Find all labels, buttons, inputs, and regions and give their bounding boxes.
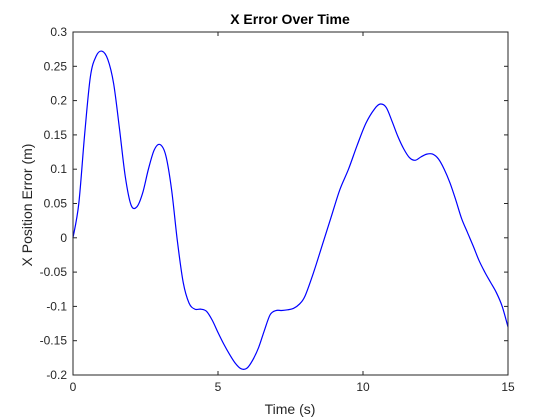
x-tick-label: 5 [215, 380, 222, 394]
plot-area [72, 50, 509, 370]
y-tick-label: -0.15 [40, 334, 68, 348]
x-tick-label: 0 [70, 380, 77, 394]
chart-title: X Error Over Time [230, 11, 350, 27]
y-tick-label: 0.2 [50, 94, 67, 108]
y-tick-label: 0.3 [50, 25, 67, 39]
y-axis-label: X Position Error (m) [19, 144, 35, 267]
y-axis: -0.2 -0.15 -0.1 -0.05 0 0.05 0.1 0.15 0.2 0.25 0.3 [40, 25, 508, 382]
y-tick-label: 0.15 [44, 128, 68, 142]
x-tick-label: 15 [501, 380, 515, 394]
y-tick-label: -0.1 [46, 299, 67, 313]
x-axis-label: Time (s) [265, 401, 316, 417]
y-tick-label: 0 [60, 231, 67, 245]
series-line [72, 50, 509, 370]
y-tick-label: 0.05 [44, 197, 68, 211]
y-tick-label: 0.1 [50, 162, 67, 176]
x-axis: 0 5 10 15 [70, 32, 515, 394]
y-tick-label: -0.2 [46, 368, 67, 382]
y-tick-label: -0.05 [40, 265, 68, 279]
x-tick-label: 10 [356, 380, 370, 394]
y-tick-label: 0.25 [44, 59, 68, 73]
